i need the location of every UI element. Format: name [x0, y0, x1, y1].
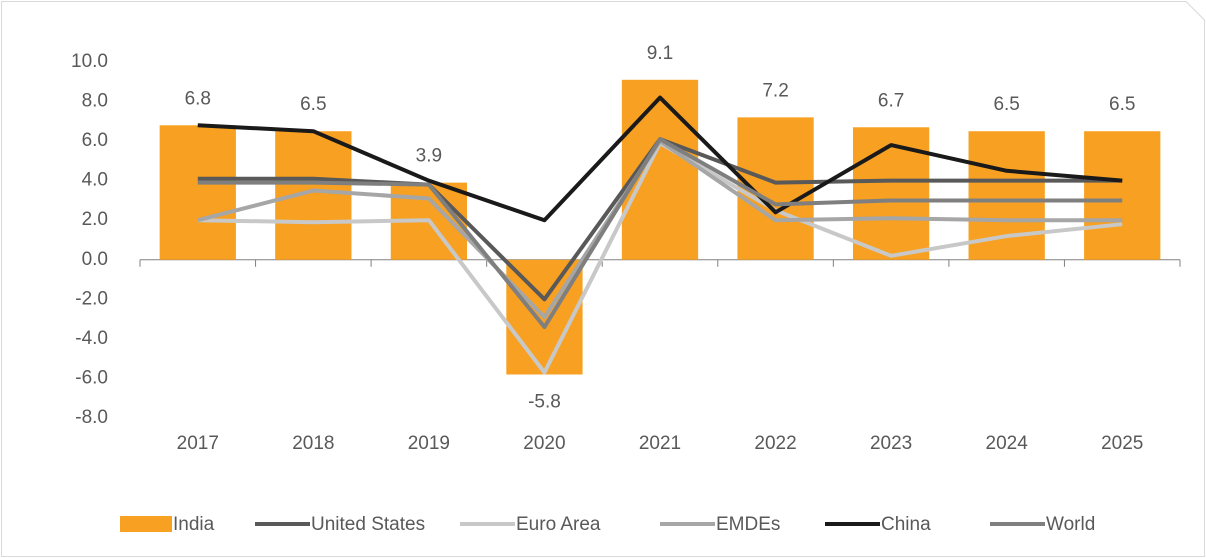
data-label: 6.5	[993, 94, 1019, 115]
legend-label: EMDEs	[716, 514, 780, 535]
data-label: 6.7	[878, 90, 904, 111]
data-label: 6.5	[300, 94, 326, 115]
y-tick-label: -4.0	[75, 328, 108, 349]
y-tick-label: -8.0	[75, 407, 108, 428]
x-tick-label: 2025	[1101, 433, 1143, 454]
legend-label: United States	[311, 514, 425, 535]
bar	[621, 79, 699, 260]
y-tick-label: -6.0	[75, 367, 108, 388]
x-tick-label: 2024	[986, 433, 1029, 454]
legend-label: China	[881, 514, 931, 535]
y-tick-label: 6.0	[82, 130, 108, 151]
y-tick-label: 10.0	[71, 51, 108, 72]
legend-label: India	[173, 514, 215, 535]
data-label: 6.5	[1109, 94, 1135, 115]
x-tick-label: 2019	[408, 433, 450, 454]
x-tick-label: 2017	[177, 433, 219, 454]
data-label: 9.1	[647, 43, 673, 64]
legend-label: World	[1046, 514, 1095, 535]
legend-label: Euro Area	[516, 514, 601, 535]
x-tick-label: 2020	[523, 433, 565, 454]
bar	[968, 131, 1045, 260]
bar	[1084, 131, 1161, 260]
legend-swatch	[120, 516, 172, 532]
line	[197, 95, 1123, 223]
y-tick-label: 2.0	[82, 209, 108, 230]
y-tick-label: -2.0	[75, 288, 108, 309]
y-tick-label: 0.0	[82, 249, 108, 270]
y-tick-label: 8.0	[82, 91, 108, 112]
x-tick-label: 2023	[870, 433, 912, 454]
data-label: 7.2	[762, 80, 788, 101]
data-label: 6.8	[185, 88, 211, 109]
y-tick-label: 4.0	[82, 170, 108, 191]
bar	[159, 125, 236, 260]
line	[197, 137, 1123, 330]
data-label: -5.8	[528, 392, 561, 413]
x-tick-label: 2021	[639, 433, 681, 454]
x-tick-label: 2022	[754, 433, 796, 454]
x-tick-label: 2018	[292, 433, 334, 454]
data-label: 3.9	[416, 146, 442, 167]
